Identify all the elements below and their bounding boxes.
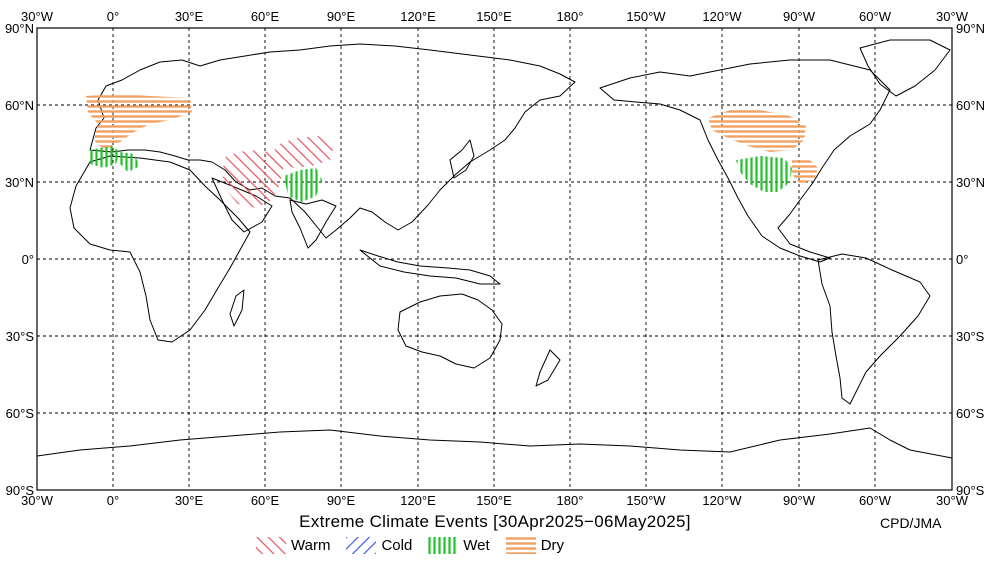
wet-region-western-mediterranean — [88, 146, 120, 168]
legend-label: Wet — [463, 537, 490, 554]
lat-label: 0° — [956, 252, 968, 267]
lon-label: 30°W — [936, 493, 969, 508]
japan-coastline — [449, 139, 475, 179]
coastlines — [36, 39, 953, 459]
india-coastline — [289, 199, 337, 249]
lon-label: 180° — [557, 493, 584, 508]
lon-label: 90°W — [783, 9, 816, 24]
lat-label: 30°N — [956, 175, 985, 190]
north-america-coastline — [599, 59, 891, 263]
lon-label: 30°E — [175, 493, 204, 508]
lat-label: 60°S — [956, 406, 985, 421]
cold-hatch-icon — [346, 537, 377, 554]
lon-label: 30°E — [175, 9, 204, 24]
lon-label: 30°W — [21, 9, 54, 24]
event-regions — [86, 94, 818, 208]
legend-item-cold: Cold — [346, 537, 412, 554]
madagascar-coastline — [229, 289, 245, 327]
antarctica-coastline — [36, 427, 953, 459]
lat-label: 90°N — [5, 21, 34, 36]
legend-label: Warm — [291, 537, 331, 554]
credit-label: CPD/JMA — [880, 515, 942, 531]
lat-label: 30°S — [6, 329, 35, 344]
wet-region-south-asia — [284, 168, 322, 202]
graticule — [37, 28, 952, 490]
legend-item-dry: Dry — [505, 537, 565, 554]
lon-label: 120°E — [400, 9, 436, 24]
lon-label: 60°E — [251, 9, 280, 24]
lon-label: 60°E — [251, 493, 280, 508]
greenland-coastline — [859, 39, 951, 97]
dry-region-southeastern-usa — [792, 158, 818, 184]
dry-hatch-icon — [505, 537, 536, 554]
lat-label: 30°S — [956, 329, 985, 344]
wet-region-north-africa — [120, 152, 140, 172]
lon-label: 0° — [107, 9, 119, 24]
africa-coastline — [69, 155, 251, 343]
lon-label: 60°W — [859, 9, 892, 24]
lon-label: 0° — [107, 493, 119, 508]
lon-label: 120°W — [702, 493, 742, 508]
lat-label: 90°S — [956, 483, 985, 498]
lon-label: 180° — [557, 9, 584, 24]
lon-label: 60°W — [859, 493, 892, 508]
lat-label: 30°N — [5, 175, 34, 190]
lon-label: 150°W — [626, 9, 666, 24]
dry-region-north-america — [708, 110, 806, 152]
warm-region-middle-east — [222, 150, 284, 208]
lon-label: 150°E — [476, 493, 512, 508]
australia-coastline — [397, 293, 503, 369]
lat-label: 60°N — [5, 98, 34, 113]
indonesia-coastline — [359, 249, 501, 285]
lat-label: 60°S — [6, 406, 35, 421]
eurasia-coastline — [89, 43, 576, 239]
wet-hatch-icon — [428, 537, 459, 554]
legend-item-wet: Wet — [428, 537, 490, 554]
lon-label: 90°W — [783, 493, 816, 508]
latitude-labels-left: 90°N 60°N 30°N 0° 30°S 60°S 90°S — [5, 21, 34, 498]
lon-label: 90°E — [327, 9, 356, 24]
lon-label: 120°W — [702, 9, 742, 24]
legend-label: Dry — [540, 537, 565, 554]
warm-hatch-icon — [256, 537, 286, 554]
warm-region-central-asia — [274, 136, 334, 168]
new-zealand-coastline — [535, 349, 561, 387]
lon-label: 150°W — [626, 493, 666, 508]
south-america-coastline — [817, 253, 931, 405]
lon-label: 150°E — [476, 9, 512, 24]
lon-label: 90°E — [327, 493, 356, 508]
legend: Warm Cold Wet Dry — [256, 537, 580, 554]
legend-item-warm: Warm — [256, 537, 330, 554]
map-title: Extreme Climate Events [30Apr2025−06May2… — [299, 512, 691, 531]
lon-label: 30°W — [21, 493, 54, 508]
legend-label: Cold — [381, 537, 413, 554]
dry-region-europe — [86, 94, 192, 150]
longitude-labels-top: 30°W 0° 30°E 60°E 90°E 120°E 150°E 180° … — [21, 9, 969, 24]
lon-label: 30°W — [936, 9, 969, 24]
lon-label: 120°E — [400, 493, 436, 508]
wet-region-southern-usa — [736, 156, 792, 192]
lat-label: 90°N — [956, 21, 985, 36]
lat-label: 0° — [22, 252, 34, 267]
lat-label: 90°S — [6, 483, 35, 498]
longitude-labels-bottom: 30°W 0° 30°E 60°E 90°E 120°E 150°E 180° … — [21, 493, 969, 508]
lat-label: 60°N — [956, 98, 985, 113]
latitude-labels-right: 90°N 60°N 30°N 0° 30°S 60°S 90°S — [956, 21, 985, 498]
